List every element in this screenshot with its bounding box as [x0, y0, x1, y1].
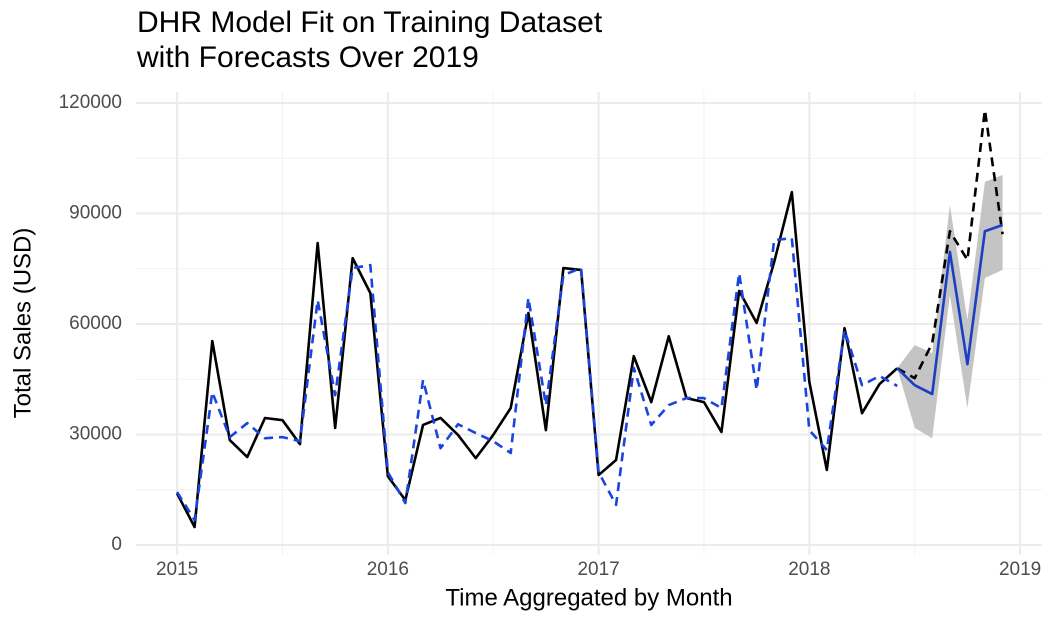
chart-title: DHR Model Fit on Training Dataset — [137, 6, 603, 39]
y-axis-title: Total Sales (USD) — [9, 228, 36, 419]
series-line — [896, 223, 1004, 396]
series-line — [175, 236, 898, 522]
y-tick-label: 60000 — [69, 313, 122, 334]
chart-title: with Forecasts Over 2019 — [136, 41, 479, 74]
series-line — [175, 190, 899, 529]
forecast-interval — [897, 174, 1003, 439]
y-tick-label: 90000 — [69, 203, 122, 224]
y-tick-label: 30000 — [69, 424, 122, 445]
x-axis-title: Time Aggregated by Month — [445, 584, 732, 611]
x-tick-label: 2019 — [999, 559, 1041, 580]
x-tick-label: 2017 — [577, 559, 619, 580]
y-tick-label: 0 — [111, 534, 122, 555]
x-tick-label: 2018 — [788, 559, 830, 580]
series-line — [896, 108, 1004, 380]
x-tick-label: 2016 — [367, 559, 409, 580]
x-tick-label: 2015 — [156, 559, 198, 580]
y-tick-label: 120000 — [59, 92, 122, 113]
